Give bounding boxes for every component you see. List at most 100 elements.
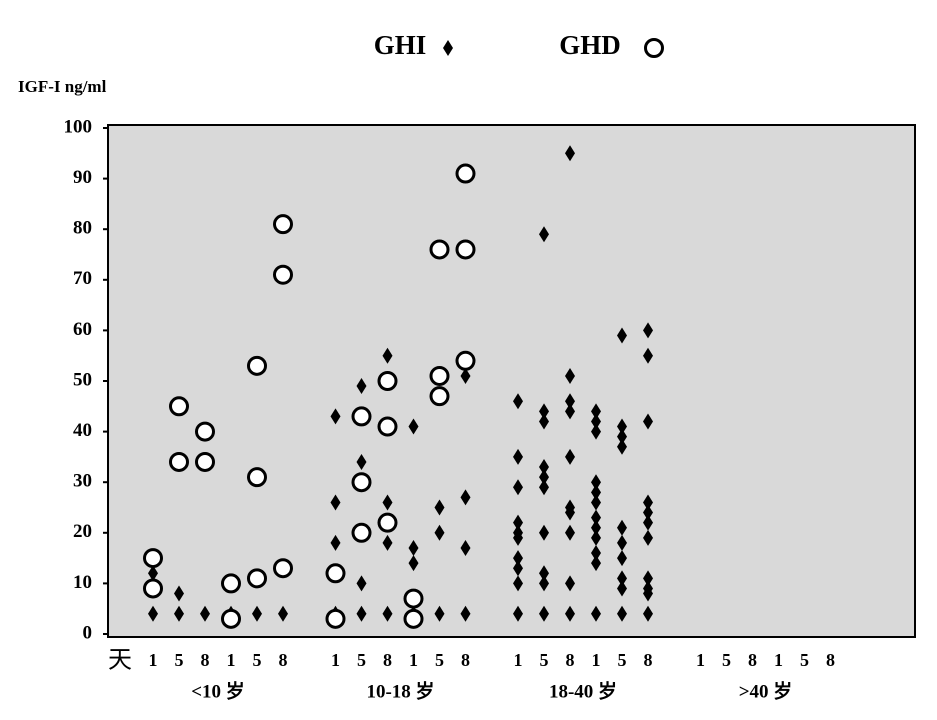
y-tick-label: 10 [73,572,92,593]
x-tick-label: 8 [826,650,835,670]
diamond-point [174,605,184,622]
x-tick-label: 5 [175,650,184,670]
diamond-point [643,570,653,587]
x-tick-label: 5 [253,650,262,670]
diamond-point [252,605,262,622]
diamond-point [617,438,627,455]
x-tick-label: 1 [149,650,158,670]
circle-point [273,558,293,579]
circle-point [455,239,476,260]
diamond-point [539,479,549,496]
diamond-point [591,413,601,430]
diamond-point [330,534,341,551]
plot-area [107,124,916,638]
diamond-point [565,575,575,592]
x-tick-label: 8 [748,650,757,670]
circle-point [247,355,267,376]
circle-point [377,416,398,437]
diamond-point [643,529,653,546]
diamond-point [278,605,288,622]
x-tick-label: 8 [566,650,575,670]
diamond-point [565,605,575,622]
diamond-point [591,519,601,536]
y-tick-label: 50 [73,369,92,390]
diamond-point [565,448,575,465]
diamond-point [565,367,575,384]
diamond-point [565,524,575,541]
diamond-point [434,499,445,516]
diamond-point [591,484,601,501]
diamond-point [565,393,575,410]
diamond-point [356,453,367,470]
circle-point [247,568,267,589]
diamond-point [513,575,523,592]
diamond-point [200,605,210,622]
diamond-point [330,408,341,425]
circle-point [325,563,346,584]
diamond-point [539,565,549,582]
legend-label: GHD [559,30,621,60]
diamond-point [617,580,627,597]
x-tick-label: 1 [409,650,418,670]
diamond-point [591,494,601,511]
x-tick-label: 5 [800,650,809,670]
diamond-point [643,605,653,622]
diamond-point [565,499,575,516]
diamond-point [434,524,445,541]
circle-point [351,472,372,493]
circle-point [377,371,398,391]
circle-point [455,163,476,184]
y-axis-label: IGF-I ng/ml [18,77,107,96]
diamond-point [617,428,627,445]
y-tick-label: 30 [73,471,92,492]
diamond-point [382,347,393,364]
diamond-point [617,605,627,622]
diamond-point [513,550,523,567]
diamond-point [382,494,393,511]
diamond-point [539,413,549,430]
diamond-point [617,418,627,435]
diamond-point [617,534,627,551]
diamond-point [148,605,158,622]
circle-point [169,451,189,472]
diamond-point [539,605,549,622]
x-tick-label: 8 [461,650,470,670]
diamond-point [643,580,653,597]
group-label: <10 岁 [191,679,245,702]
diamond-point [356,378,367,395]
diamond-point [174,585,184,602]
circle-point [169,396,189,417]
diamond-point [513,514,523,531]
diamond-point [539,226,549,243]
diamond-point [460,367,471,384]
diamond-point [591,403,601,420]
x-tick-label: 1 [331,650,340,670]
x-tick-label: 8 [279,650,288,670]
diamond-point [356,605,367,622]
x-tick-label: 5 [722,650,731,670]
y-tick-label: 0 [83,622,93,643]
y-tick-label: 70 [73,268,92,289]
diamond-point [591,474,601,491]
x-tick-label: 5 [540,650,549,670]
diamond-point [434,605,445,622]
legend-marker [644,38,664,58]
diamond-point [382,605,393,622]
x-prefix: 天 [108,648,132,674]
circle-point [221,608,241,629]
diamond-point [513,393,523,410]
circle-point [143,548,163,569]
diamond-point [539,459,549,476]
circle-point [351,406,372,427]
diamond-point [513,524,523,541]
diamond-point [382,534,393,551]
diamond-point [408,539,419,556]
diamond-point [617,519,627,536]
diamond-point [356,575,367,592]
circle-point [273,264,293,285]
y-tick-label: 40 [73,420,92,441]
diamond-point [408,555,419,572]
circle-point [351,522,372,543]
circle-point [195,421,215,442]
